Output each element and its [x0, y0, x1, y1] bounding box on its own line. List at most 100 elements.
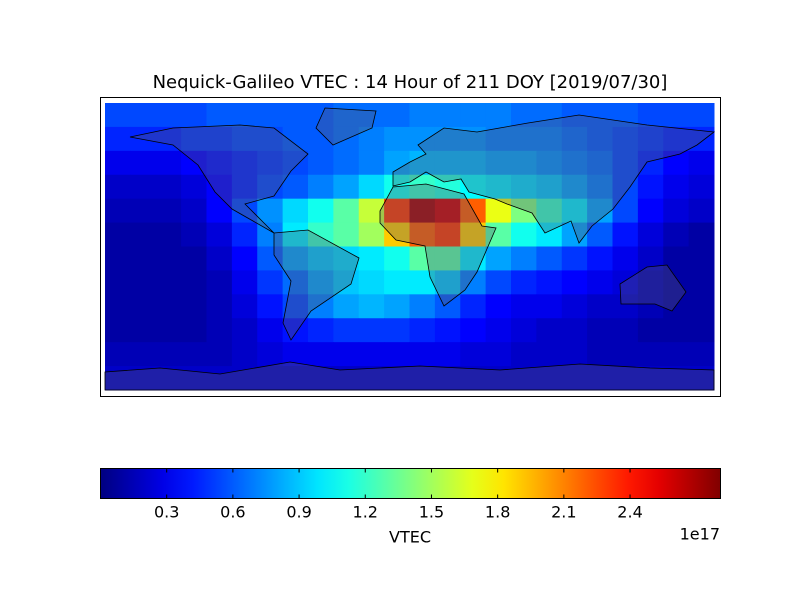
cell — [257, 103, 284, 128]
cell — [282, 366, 309, 391]
heatmap — [105, 103, 715, 391]
cell — [181, 198, 207, 224]
cell — [688, 150, 715, 176]
cell — [257, 174, 284, 200]
cell — [536, 294, 563, 319]
cell — [434, 246, 461, 271]
cell — [511, 246, 537, 271]
cell — [485, 174, 512, 200]
cell — [485, 126, 512, 152]
cell — [333, 222, 360, 247]
cell — [181, 318, 207, 343]
cell — [206, 126, 233, 152]
cell — [358, 222, 385, 247]
cell — [206, 342, 233, 367]
cell — [688, 318, 715, 343]
cell — [587, 126, 613, 152]
cell — [130, 150, 157, 176]
cell — [155, 150, 182, 176]
cell — [231, 342, 258, 367]
cell — [409, 150, 436, 176]
cell — [511, 150, 537, 176]
cell — [358, 103, 385, 128]
cell — [333, 198, 360, 224]
cell — [384, 270, 410, 295]
cell — [409, 366, 436, 391]
cell — [460, 222, 487, 247]
cell — [130, 294, 157, 319]
cell — [155, 342, 182, 367]
cell — [384, 246, 410, 271]
cell — [409, 342, 436, 367]
cell — [308, 150, 334, 176]
continent — [273, 229, 360, 341]
cell — [155, 174, 182, 200]
cell — [587, 150, 613, 176]
colorbar-tick-label: 2.4 — [617, 503, 642, 522]
cell — [434, 342, 461, 367]
cell — [308, 126, 334, 152]
cell — [308, 222, 334, 247]
cell — [663, 174, 690, 200]
cell — [155, 103, 182, 128]
cell — [637, 126, 664, 152]
cell — [206, 366, 233, 391]
cell — [536, 318, 563, 343]
cell — [612, 174, 639, 200]
cell — [536, 270, 563, 295]
cell — [536, 174, 563, 200]
cell — [587, 342, 613, 367]
cell — [587, 318, 613, 343]
cell — [308, 366, 334, 391]
cell — [485, 318, 512, 343]
cell — [282, 174, 309, 200]
cell — [105, 103, 131, 128]
cell — [485, 103, 512, 128]
cell — [561, 222, 588, 247]
cell — [206, 222, 233, 247]
cell — [485, 294, 512, 319]
cell — [434, 174, 461, 200]
cell — [231, 126, 258, 152]
cell — [105, 342, 131, 367]
cell — [663, 103, 690, 128]
cell — [663, 366, 690, 391]
cell — [688, 222, 715, 247]
continent — [315, 107, 377, 146]
cell — [663, 126, 690, 152]
cell — [561, 174, 588, 200]
cell — [637, 103, 664, 128]
cell — [257, 246, 284, 271]
cell — [308, 270, 334, 295]
cell — [231, 246, 258, 271]
cell — [612, 318, 639, 343]
cell — [434, 318, 461, 343]
cell — [612, 222, 639, 247]
cell — [181, 103, 207, 128]
cell — [612, 342, 639, 367]
cell — [409, 103, 436, 128]
cell — [409, 126, 436, 152]
cell — [257, 318, 284, 343]
colorbar-tick-label: 1.5 — [419, 503, 444, 522]
cell — [155, 366, 182, 391]
cell — [257, 342, 284, 367]
cell — [358, 126, 385, 152]
cell — [231, 294, 258, 319]
cell — [358, 174, 385, 200]
cell — [257, 294, 284, 319]
cell — [434, 366, 461, 391]
cell — [384, 150, 410, 176]
cell — [282, 150, 309, 176]
colorbar — [100, 468, 721, 499]
cell — [561, 103, 588, 128]
cell — [384, 198, 410, 224]
cell — [155, 246, 182, 271]
cell — [536, 246, 563, 271]
cell — [409, 174, 436, 200]
cell — [637, 342, 664, 367]
cell — [384, 126, 410, 152]
cell — [561, 246, 588, 271]
cell — [688, 174, 715, 200]
cell — [257, 150, 284, 176]
